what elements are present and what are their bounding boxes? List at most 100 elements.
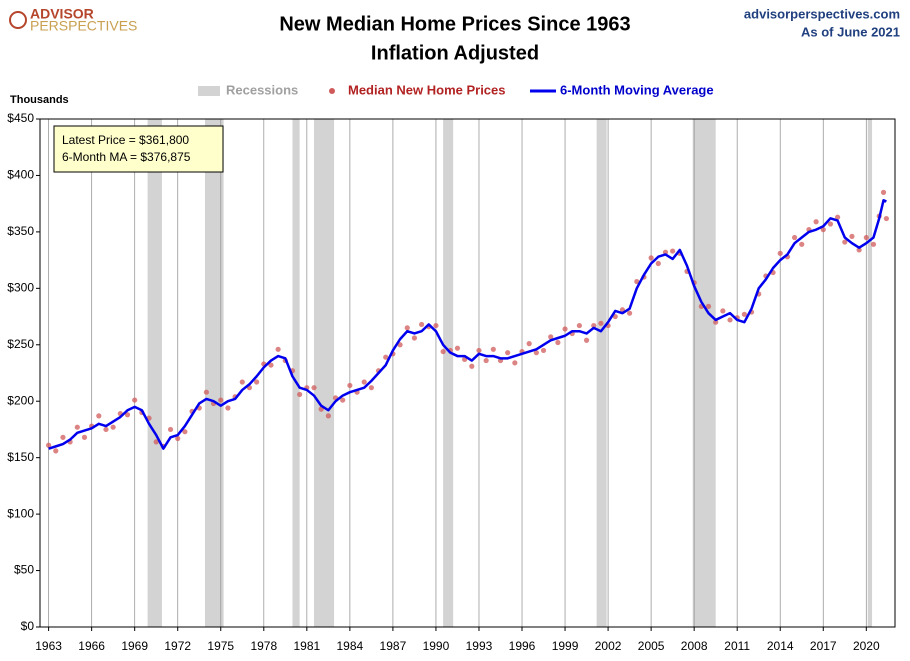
x-tick-label: 2002 bbox=[595, 639, 622, 653]
annotation-text: Latest Price = $361,800 bbox=[62, 133, 189, 147]
y-tick-label: $400 bbox=[7, 168, 34, 182]
annotation-text: 6-Month MA = $376,875 bbox=[62, 150, 191, 164]
y-tick-label: $0 bbox=[21, 619, 35, 633]
price-point bbox=[662, 249, 669, 255]
price-point bbox=[591, 322, 597, 329]
x-tick-label: 2017 bbox=[810, 639, 837, 653]
price-point bbox=[124, 412, 131, 418]
price-point bbox=[540, 347, 547, 354]
price-point bbox=[526, 341, 532, 347]
recession bbox=[596, 119, 607, 627]
x-tick-label: 2011 bbox=[724, 639, 750, 653]
recession bbox=[867, 119, 873, 627]
x-tick-label: 1993 bbox=[466, 639, 493, 653]
y-tick-label: $300 bbox=[7, 281, 34, 295]
x-tick-label: 1999 bbox=[552, 639, 579, 653]
price-point bbox=[167, 426, 174, 433]
price-point bbox=[880, 189, 887, 195]
x-tick-label: 1990 bbox=[423, 639, 450, 653]
legend-label: Recessions bbox=[226, 82, 298, 97]
price-point bbox=[713, 319, 719, 325]
recession bbox=[692, 119, 716, 627]
price-point bbox=[96, 413, 102, 419]
moving-average-line bbox=[48, 199, 887, 450]
price-point bbox=[856, 247, 862, 253]
price-point bbox=[103, 426, 109, 433]
price-point bbox=[132, 397, 138, 403]
legend-recession-swatch bbox=[198, 86, 220, 96]
price-point bbox=[153, 439, 159, 445]
x-tick-label: 1969 bbox=[121, 639, 148, 653]
price-point bbox=[110, 424, 116, 430]
price-point bbox=[476, 347, 482, 354]
site: advisorperspectives.com bbox=[744, 6, 900, 21]
x-tick-label: 1981 bbox=[293, 639, 320, 653]
x-tick-label: 1984 bbox=[337, 639, 364, 653]
recession bbox=[314, 119, 335, 627]
y-axis-label: Thousands bbox=[10, 94, 69, 106]
brand-top: ADVISOR bbox=[30, 6, 94, 22]
title-line: New Median Home Prices Since 1963 bbox=[279, 13, 630, 35]
y-tick-label: $50 bbox=[14, 563, 34, 577]
recession bbox=[147, 119, 162, 627]
price-point bbox=[74, 424, 80, 430]
x-tick-label: 2020 bbox=[853, 639, 880, 653]
price-point bbox=[60, 434, 66, 440]
brand-bottom: PERSPECTIVES bbox=[30, 18, 137, 34]
price-point bbox=[297, 391, 303, 398]
price-point bbox=[705, 303, 712, 309]
price-point bbox=[883, 215, 889, 222]
price-point bbox=[404, 325, 410, 331]
price-point bbox=[469, 363, 475, 369]
y-tick-label: $200 bbox=[7, 393, 34, 407]
price-point bbox=[555, 339, 561, 346]
y-tick-label: $150 bbox=[7, 450, 34, 464]
plot-frame bbox=[39, 118, 896, 628]
price-point bbox=[490, 346, 496, 352]
recession bbox=[292, 119, 300, 627]
x-tick-label: 1987 bbox=[380, 639, 407, 653]
y-tick-label: $100 bbox=[7, 506, 34, 520]
price-point bbox=[827, 221, 834, 227]
x-tick-label: 1966 bbox=[78, 639, 105, 653]
price-point bbox=[368, 385, 374, 391]
price-point bbox=[727, 317, 733, 323]
price-point bbox=[670, 248, 676, 254]
recession bbox=[443, 119, 454, 627]
price-point bbox=[53, 448, 59, 454]
price-point bbox=[576, 322, 582, 329]
price-point bbox=[583, 337, 590, 343]
price-point bbox=[849, 233, 855, 240]
price-point bbox=[598, 320, 604, 326]
y-tick-label: $250 bbox=[7, 337, 34, 351]
y-tick-label: $350 bbox=[7, 224, 34, 238]
price-point bbox=[562, 326, 568, 332]
x-tick-label: 2008 bbox=[681, 639, 708, 653]
price-point bbox=[418, 321, 425, 328]
price-point bbox=[548, 334, 554, 340]
title-line: Inflation Adjusted bbox=[371, 42, 539, 64]
legend-label: Median New Home Prices bbox=[348, 82, 506, 97]
price-point bbox=[340, 397, 346, 403]
price-point bbox=[648, 255, 654, 261]
x-tick-label: 1972 bbox=[164, 639, 191, 653]
price-point bbox=[347, 382, 353, 389]
price-point bbox=[835, 214, 841, 220]
price-point bbox=[361, 379, 367, 385]
price-point bbox=[813, 219, 819, 225]
legend-label: 6-Month Moving Average bbox=[560, 82, 714, 97]
x-tick-label: 2005 bbox=[638, 639, 665, 653]
x-tick-label: 1963 bbox=[35, 639, 62, 653]
x-tick-label: 1975 bbox=[207, 639, 234, 653]
price-point bbox=[454, 345, 461, 351]
price-point bbox=[225, 405, 231, 411]
price-point bbox=[46, 442, 52, 448]
price-point bbox=[655, 260, 661, 267]
price-point bbox=[203, 389, 210, 395]
price-point bbox=[505, 350, 511, 356]
price-point bbox=[383, 354, 389, 360]
price-point bbox=[512, 360, 518, 366]
price-point bbox=[218, 397, 224, 403]
price-point bbox=[634, 278, 640, 285]
